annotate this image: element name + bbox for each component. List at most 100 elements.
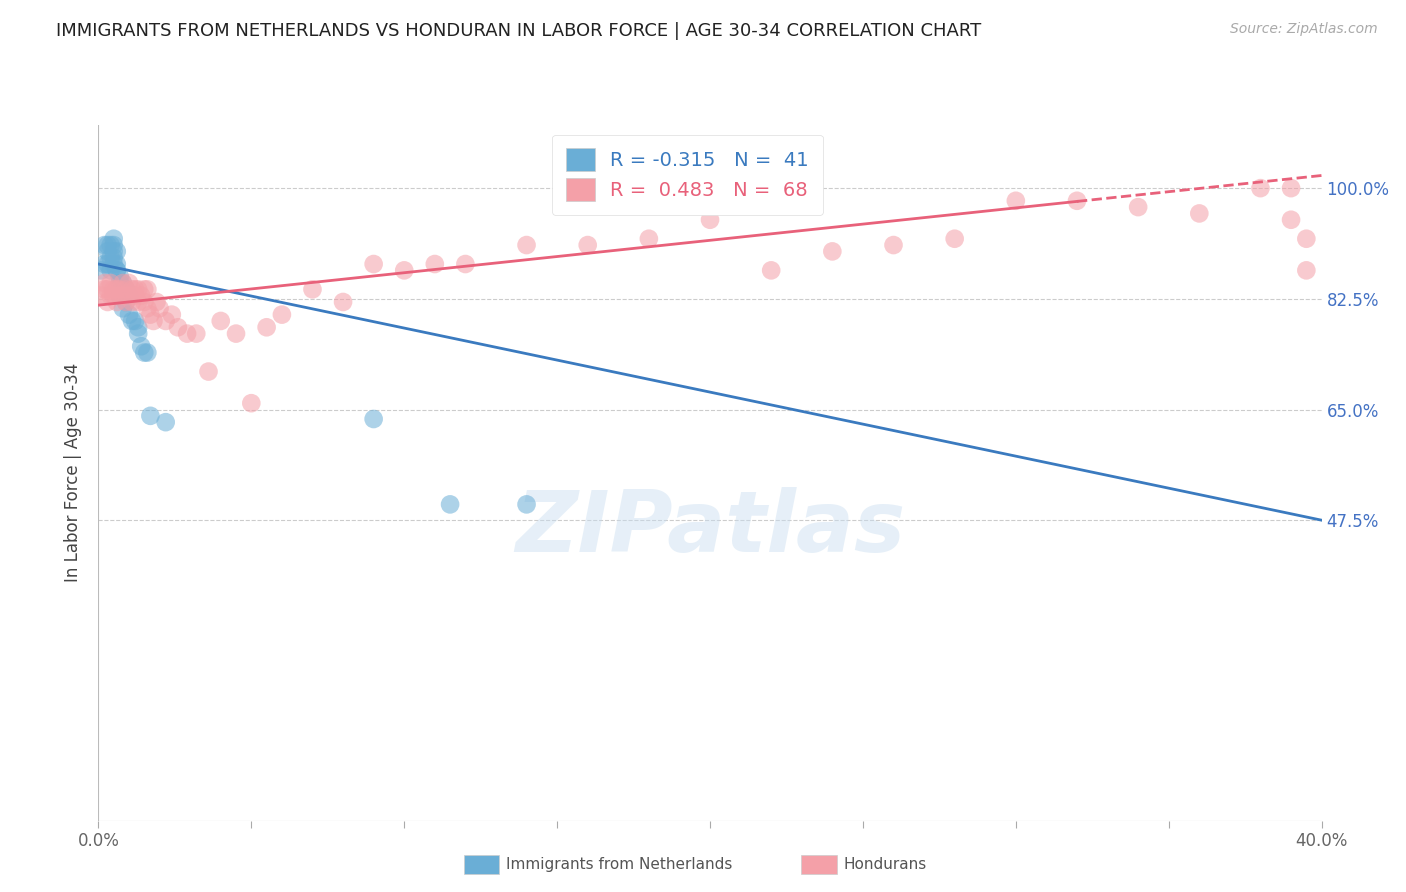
Point xyxy=(103,244,125,259)
Point xyxy=(516,238,538,252)
Point xyxy=(100,251,122,265)
Point xyxy=(108,269,131,284)
Point xyxy=(186,326,208,341)
Point xyxy=(108,288,131,302)
Point xyxy=(149,301,172,316)
Point xyxy=(1279,181,1302,195)
Point xyxy=(883,238,905,252)
Point xyxy=(97,257,120,271)
Point xyxy=(127,282,149,296)
Point xyxy=(118,288,141,302)
Point xyxy=(129,339,152,353)
Point xyxy=(97,244,120,259)
Point xyxy=(576,238,599,252)
Point xyxy=(134,282,156,296)
Point xyxy=(103,238,125,252)
Text: ZIPatlas: ZIPatlas xyxy=(515,487,905,570)
Point xyxy=(1004,194,1026,208)
Point xyxy=(105,282,128,296)
Point xyxy=(145,295,167,310)
Point xyxy=(93,276,115,290)
Point xyxy=(97,295,120,310)
Point xyxy=(115,282,138,296)
Point xyxy=(93,282,115,296)
Point xyxy=(127,295,149,310)
Point xyxy=(155,314,177,328)
Point xyxy=(124,314,146,328)
Point xyxy=(103,232,125,246)
Text: Immigrants from Netherlands: Immigrants from Netherlands xyxy=(506,857,733,871)
Y-axis label: In Labor Force | Age 30-34: In Labor Force | Age 30-34 xyxy=(65,363,83,582)
Point xyxy=(423,257,446,271)
Point xyxy=(332,295,354,310)
Point xyxy=(136,301,159,316)
Point xyxy=(1279,212,1302,227)
Point xyxy=(392,263,416,277)
Point xyxy=(136,345,159,359)
Point xyxy=(943,232,966,246)
Point xyxy=(127,320,149,334)
Point xyxy=(454,257,477,271)
Point xyxy=(197,365,219,379)
Point xyxy=(225,326,247,341)
Point xyxy=(105,263,128,277)
Point xyxy=(1295,232,1317,246)
Point xyxy=(103,288,125,302)
Point xyxy=(139,409,162,423)
Point xyxy=(111,301,134,316)
Point xyxy=(111,276,134,290)
Point xyxy=(270,308,292,322)
Point xyxy=(155,415,177,429)
Point xyxy=(121,282,143,296)
Point xyxy=(160,308,183,322)
Point xyxy=(111,276,134,290)
Point xyxy=(167,320,190,334)
Point xyxy=(97,282,120,296)
Point xyxy=(105,295,128,310)
Text: Source: ZipAtlas.com: Source: ZipAtlas.com xyxy=(1230,22,1378,37)
Point xyxy=(240,396,263,410)
Point xyxy=(129,288,152,302)
Point xyxy=(111,288,134,302)
Point xyxy=(127,326,149,341)
Point xyxy=(100,238,122,252)
Point xyxy=(363,412,385,426)
Point xyxy=(142,314,165,328)
Point xyxy=(134,345,156,359)
Point xyxy=(105,244,128,259)
Point xyxy=(108,288,131,302)
Point xyxy=(134,295,156,310)
Point xyxy=(301,282,323,296)
Text: IMMIGRANTS FROM NETHERLANDS VS HONDURAN IN LABOR FORCE | AGE 30-34 CORRELATION C: IMMIGRANTS FROM NETHERLANDS VS HONDURAN … xyxy=(56,22,981,40)
Point xyxy=(1066,194,1088,208)
Point xyxy=(1249,181,1271,195)
Point xyxy=(100,276,122,290)
Point xyxy=(121,295,143,310)
Point xyxy=(1295,263,1317,277)
Point xyxy=(105,257,128,271)
Point xyxy=(176,326,198,341)
Point xyxy=(118,308,141,322)
Point xyxy=(103,257,125,271)
Point xyxy=(111,288,134,302)
Text: Hondurans: Hondurans xyxy=(844,857,927,871)
Point xyxy=(108,282,131,296)
Point xyxy=(1188,206,1211,220)
Point xyxy=(100,263,122,277)
Point xyxy=(1128,200,1150,214)
Point xyxy=(699,212,721,227)
Point xyxy=(136,282,159,296)
Point xyxy=(209,314,232,328)
Point xyxy=(516,497,538,511)
Point xyxy=(256,320,278,334)
Point xyxy=(93,238,115,252)
Point xyxy=(115,282,138,296)
Point xyxy=(90,288,112,302)
Point xyxy=(124,288,146,302)
Point xyxy=(90,263,112,277)
Point xyxy=(124,282,146,296)
Point xyxy=(118,276,141,290)
Point xyxy=(759,263,782,277)
Point xyxy=(103,282,125,296)
Point xyxy=(97,238,120,252)
